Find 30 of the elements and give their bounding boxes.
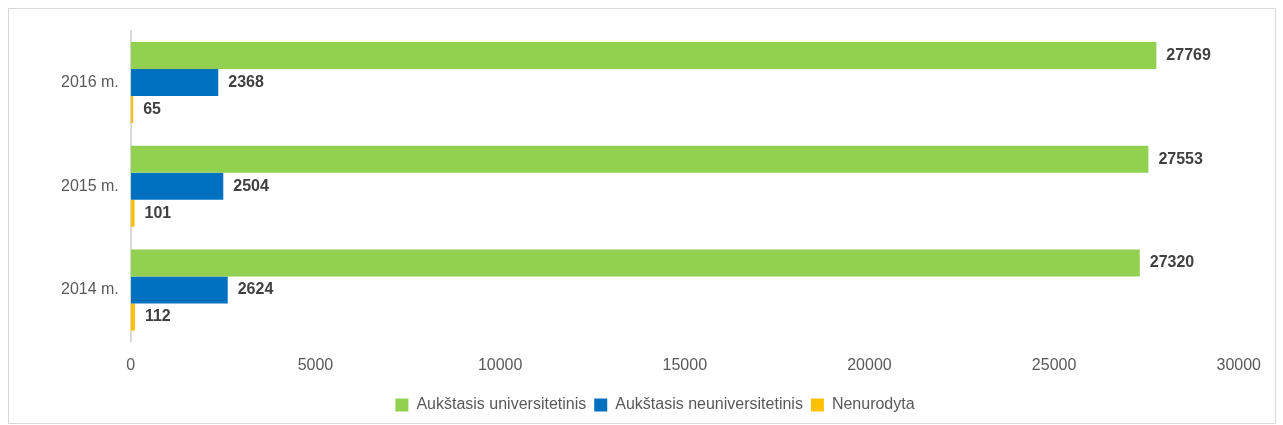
x-tick-label: 30000 xyxy=(1216,355,1262,373)
x-tick-label: 25000 xyxy=(1031,355,1077,373)
data-label: 112 xyxy=(144,307,171,325)
y-tick-label: 2014 m. xyxy=(61,280,119,298)
x-tick-label: 15000 xyxy=(662,355,708,373)
x-tick-label: 0 xyxy=(126,355,136,373)
bar xyxy=(130,199,135,227)
bar xyxy=(130,145,1149,173)
x-tick-label: 20000 xyxy=(847,355,892,373)
x-tick-label: 10000 xyxy=(477,355,523,373)
legend-label: Aukštasis neuniversitetinis xyxy=(615,395,803,413)
data-label: 65 xyxy=(143,99,162,117)
bar xyxy=(130,42,1157,69)
data-label: 27769 xyxy=(1166,45,1211,63)
data-label: 27320 xyxy=(1149,253,1195,271)
y-tick-label: 2015 m. xyxy=(61,176,119,194)
y-tick-label: 2016 m. xyxy=(61,72,119,90)
legend-label: Aukštasis universitetinis xyxy=(416,395,587,413)
data-label: 2624 xyxy=(237,280,274,298)
data-label: 2368 xyxy=(228,72,264,90)
bar xyxy=(130,303,135,331)
bar xyxy=(130,276,228,304)
legend-label: Nenurodyta xyxy=(831,395,915,413)
bar xyxy=(130,249,1140,277)
data-label: 101 xyxy=(144,203,172,221)
data-label: 27553 xyxy=(1158,149,1203,167)
bar xyxy=(130,68,219,96)
x-tick-label: 5000 xyxy=(297,355,334,373)
bar xyxy=(130,172,224,200)
data-label: 2504 xyxy=(233,176,269,194)
